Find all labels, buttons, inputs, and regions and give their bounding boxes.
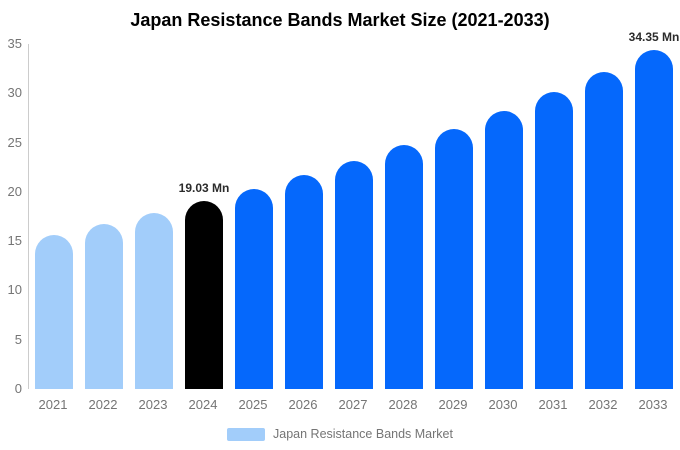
bar-annotation-2033: 34.35 Mn xyxy=(628,30,680,45)
bar-2030 xyxy=(485,110,523,389)
bar-slot-2021 xyxy=(29,44,79,389)
bar-2022 xyxy=(85,224,123,389)
bar-slot-2022 xyxy=(79,44,129,389)
bar-slot-2033: 34.35 Mn xyxy=(629,30,679,389)
bar-2028 xyxy=(385,145,423,389)
y-tick-15: 15 xyxy=(7,233,22,249)
bar-slot-2025 xyxy=(229,44,279,389)
x-tick-2026: 2026 xyxy=(288,397,318,412)
x-tick-2025: 2025 xyxy=(238,397,268,412)
y-tick-0: 0 xyxy=(14,381,22,396)
x-tick-2031: 2031 xyxy=(538,397,568,412)
legend-swatch xyxy=(227,427,266,441)
bar-slot-2030 xyxy=(479,44,529,389)
bar-2029 xyxy=(435,128,473,389)
bar-2023 xyxy=(135,213,173,389)
x-tick-2021: 2021 xyxy=(38,397,68,412)
bar-slot-2028 xyxy=(379,44,429,389)
x-tick-2027: 2027 xyxy=(338,397,368,412)
bar-2026 xyxy=(285,175,323,389)
x-tick-2028: 2028 xyxy=(388,397,418,412)
y-tick-5: 5 xyxy=(14,331,22,347)
y-tick-25: 25 xyxy=(7,134,22,150)
bar-2032 xyxy=(585,71,623,389)
x-tick-2024: 2024 xyxy=(188,397,218,412)
bar-2033 xyxy=(635,50,673,389)
y-tick-35: 35 xyxy=(7,36,22,51)
x-tick-2023: 2023 xyxy=(138,397,168,412)
bar-2021 xyxy=(35,234,73,389)
y-tick-10: 10 xyxy=(7,282,22,298)
bar-annotation-2024: 19.03 Mn xyxy=(178,181,230,196)
bar-slot-2027 xyxy=(329,44,379,389)
x-tick-2032: 2032 xyxy=(588,397,618,412)
bar-slot-2023 xyxy=(129,44,179,389)
bar-2024 xyxy=(185,201,223,389)
y-axis: 0 5 10 15 20 25 30 35 xyxy=(0,36,24,396)
bar-slot-2029 xyxy=(429,44,479,389)
x-tick-2029: 2029 xyxy=(438,397,468,412)
y-tick-30: 30 xyxy=(7,85,22,101)
x-tick-2022: 2022 xyxy=(88,397,118,412)
x-tick-2030: 2030 xyxy=(488,397,518,412)
bar-slot-2026 xyxy=(279,44,329,389)
y-tick-20: 20 xyxy=(7,183,22,199)
bar-2025 xyxy=(235,188,273,389)
x-axis: 2021 2022 2023 2024 2025 2026 2027 2028 2029 2030… xyxy=(28,397,678,412)
bar-2031 xyxy=(535,92,573,389)
bar-slot-2024: 19.03 Mn xyxy=(179,44,229,389)
x-tick-2033: 2033 xyxy=(638,397,668,412)
chart-title: Japan Resistance Bands Market Size (2021… xyxy=(130,10,550,30)
plot-area: 19.03 Mn 34.35 Mn xyxy=(28,30,679,389)
bar-2027 xyxy=(335,160,373,389)
legend-label: Japan Resistance Bands Market xyxy=(273,427,453,441)
bar-slot-2031 xyxy=(529,44,579,389)
legend: Japan Resistance Bands Market xyxy=(0,427,680,441)
bar-slot-2032 xyxy=(579,44,629,389)
